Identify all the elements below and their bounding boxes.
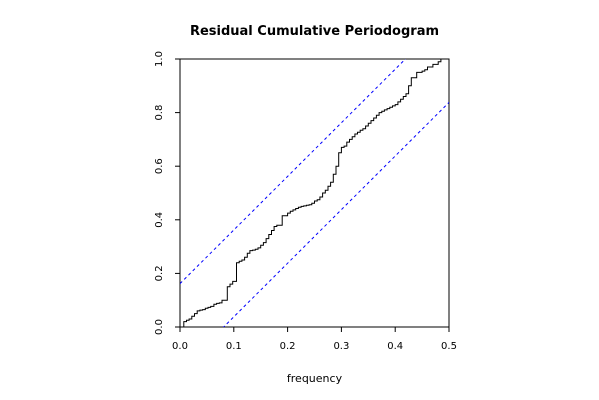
x-tick-label: 0.5 (441, 341, 457, 352)
periodogram-step-line (180, 59, 449, 327)
x-tick-label: 0.4 (387, 341, 403, 352)
y-tick-label: 0.0 (154, 319, 165, 335)
x-axis: 0.0 0.1 0.2 0.3 0.4 0.5 (172, 327, 457, 352)
confidence-bound-line (222, 102, 449, 327)
y-tick-label: 0.6 (154, 158, 165, 174)
x-tick-label: 0.3 (333, 341, 349, 352)
x-tick-label: 0.0 (172, 341, 188, 352)
y-tick-label: 0.8 (154, 105, 165, 121)
chart-title: Residual Cumulative Periodogram (190, 24, 439, 39)
plot-frame (179, 58, 450, 328)
x-tick-label: 0.2 (280, 341, 296, 352)
periodogram-series (180, 59, 449, 327)
confidence-bounds (180, 59, 449, 327)
y-tick-label: 1.0 (154, 51, 165, 67)
x-tick-label: 0.1 (226, 341, 242, 352)
confidence-bound-line (180, 59, 407, 284)
y-axis: 0.0 0.2 0.4 0.6 0.8 1.0 (154, 51, 180, 335)
y-tick-label: 0.2 (154, 265, 165, 281)
y-tick-label: 0.4 (154, 212, 165, 228)
x-axis-label: frequency (287, 372, 343, 385)
